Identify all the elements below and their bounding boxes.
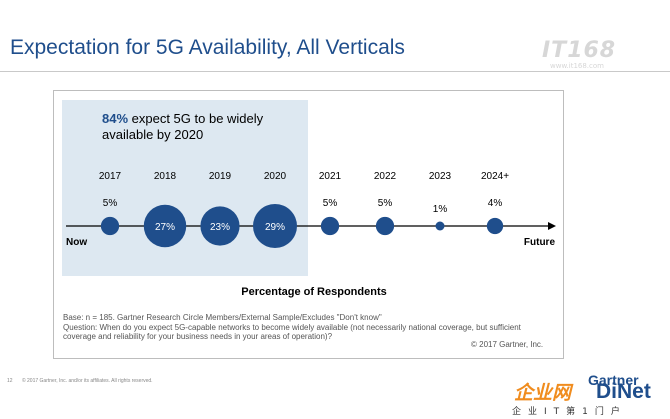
bubble-2020 [253,204,297,248]
year-label: 2021 [319,171,342,182]
year-label: 2020 [264,171,287,182]
bubble-2019 [200,206,240,246]
bubble-2023 [435,221,445,231]
page-footer: 12 © 2017 Gartner, Inc. and/or its affil… [7,378,161,384]
footnote-base: Base: n = 185. Gartner Research Circle M… [63,313,382,322]
year-label: 2019 [209,171,232,182]
timeline-arrowhead [548,222,556,230]
axis-end-label: Future [524,237,556,248]
brand-gartner: Gartner [588,372,639,388]
slide-title: Expectation for 5G Availability, All Ver… [10,36,405,59]
value-label: 27% [155,222,175,233]
axis-start-label: Now [66,237,87,248]
headline: 84% expect 5G to be widely available by … [102,111,292,143]
footer-notice: © 2017 Gartner, Inc. and/or its affiliat… [21,378,153,384]
value-label: 5% [103,198,118,209]
year-label: 2018 [154,171,177,182]
value-label: 1% [433,204,448,215]
year-label: 2017 [99,171,122,182]
bubble-2018 [143,204,187,248]
copyright: © 2017 Gartner, Inc. [471,340,544,349]
title-divider [0,71,670,72]
year-label: 2023 [429,171,452,182]
highlight-panel [62,100,308,276]
page-number: 12 [7,378,13,384]
footnote-question: Question: When do you expect 5G-capable … [63,322,521,342]
watermark-logo: IT168 www.it168.com [532,38,658,70]
value-label: 23% [210,222,230,233]
bubble-2024+ [486,217,504,235]
headline-text: expect 5G to be widely available by 2020 [102,111,264,142]
bubble-2022 [375,216,395,236]
year-label: 2022 [374,171,397,182]
bubble-2017 [100,216,120,236]
brand-tagline: 企业IT第1门户 [512,407,627,417]
watermark-brand: IT168 [542,38,617,63]
headline-percent: 84% [102,111,129,126]
value-label: 5% [378,198,393,209]
year-label: 2024+ [481,171,509,182]
value-label: 4% [488,198,503,209]
brand-dinet: DiNet [596,380,651,403]
value-label: 5% [323,198,338,209]
watermark-domain: www.it168.com [550,62,604,70]
value-label: 29% [265,222,285,233]
brand-cn-text: 企业网 [514,382,572,404]
brand-logo: 企业网 Gartner DiNet 企业IT第1门户 [508,372,666,417]
footnote: Base: n = 185. Gartner Research Circle M… [63,313,553,342]
chart-title: Percentage of Respondents [241,286,386,298]
bubble-2021 [320,216,340,236]
